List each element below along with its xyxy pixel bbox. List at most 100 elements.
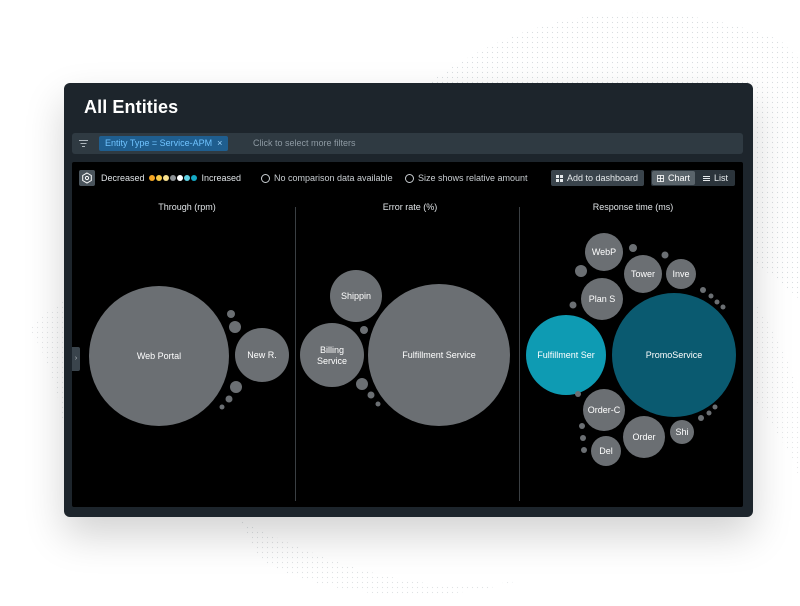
bubble-label: Web Portal	[137, 351, 181, 361]
legend-dot	[162, 175, 169, 181]
bubble-label: PromoService	[646, 350, 703, 360]
settings-icon	[82, 172, 92, 184]
bubble-new-r[interactable]: New R.	[235, 328, 289, 382]
color-legend: Decreased Increased	[101, 173, 241, 183]
dashboard-grid-icon	[556, 174, 563, 182]
bubble-billing-service[interactable]: Billing Service	[300, 323, 364, 387]
column-title-response-time: Response time (ms)	[592, 202, 674, 212]
settings-button[interactable]	[79, 170, 95, 186]
bubble-chart-panel: Decreased Increased No comparison data a…	[72, 162, 743, 507]
small-bubble[interactable]	[360, 326, 368, 334]
bubble-label: Billing	[320, 345, 344, 355]
empty-circle-icon	[261, 173, 270, 183]
no-comparison-text: No comparison data available	[274, 173, 393, 183]
legend-dot	[183, 175, 190, 181]
bubble-label: Fulfillment Service	[402, 350, 476, 360]
bubble-del[interactable]: Del	[591, 436, 621, 466]
chart-icon	[657, 174, 664, 182]
bubble-webp[interactable]: WebP	[585, 233, 623, 271]
view-toggle: Chart List	[651, 170, 735, 186]
legend-dot	[148, 175, 155, 181]
list-view-label: List	[713, 173, 728, 183]
small-bubble[interactable]	[581, 447, 587, 453]
bubble-label: Tower	[631, 269, 655, 279]
small-bubble[interactable]	[229, 321, 241, 333]
small-bubble[interactable]	[356, 378, 368, 390]
size-legend: Size shows relative amount	[405, 173, 528, 183]
legend-dot	[155, 175, 162, 181]
small-bubble[interactable]	[579, 423, 585, 429]
small-bubble[interactable]	[698, 415, 704, 421]
bubble-tower[interactable]: Tower	[624, 255, 662, 293]
filter-chip-label: Entity Type = Service-APM	[105, 138, 213, 148]
small-bubble[interactable]	[580, 435, 586, 441]
chart-view-button[interactable]: Chart	[652, 171, 695, 185]
bubble-label: Order	[632, 432, 655, 442]
small-bubble[interactable]	[227, 310, 235, 318]
bubble-plan-s[interactable]: Plan S	[581, 278, 623, 320]
small-bubble[interactable]	[706, 410, 712, 416]
small-bubble[interactable]	[225, 395, 233, 403]
small-bubble[interactable]	[661, 251, 669, 259]
bubble-label: Fulfillment Ser	[537, 350, 595, 360]
page-title: All Entities	[84, 97, 179, 117]
add-to-dashboard-button[interactable]: Add to dashboard	[551, 170, 645, 186]
chevron-right-icon[interactable]: ›	[72, 347, 80, 371]
bubble-order-c[interactable]: Order-C	[583, 389, 625, 431]
bubble-inve[interactable]: Inve	[666, 259, 696, 289]
column-title-throughput: Through (rpm)	[158, 202, 216, 212]
bubble-label: WebP	[592, 247, 616, 257]
small-bubble[interactable]	[569, 301, 577, 309]
small-bubble[interactable]	[720, 304, 726, 310]
bubble-web-portal[interactable]: Web Portal	[89, 286, 229, 426]
bubble-label-line2: Service	[317, 356, 347, 366]
filter-placeholder[interactable]: Click to select more filters	[253, 138, 356, 148]
filter-icon[interactable]	[78, 138, 89, 149]
legend-dot	[190, 175, 197, 181]
small-bubble[interactable]	[230, 381, 242, 393]
bubble-fulfillment-ser[interactable]: Fulfillment Ser	[526, 315, 606, 395]
bubble-label: Shi	[675, 427, 688, 437]
small-bubble[interactable]	[367, 391, 375, 399]
small-bubble[interactable]	[575, 391, 581, 397]
legend-decreased: Decreased	[101, 173, 145, 183]
add-to-dashboard-label: Add to dashboard	[567, 173, 639, 183]
bubble-label: Del	[599, 446, 613, 456]
list-view-button[interactable]: List	[697, 171, 734, 185]
small-bubble[interactable]	[714, 299, 720, 305]
small-bubble[interactable]	[375, 401, 381, 407]
small-bubble[interactable]	[708, 293, 714, 299]
bubble-label: Shippin	[341, 291, 371, 301]
bubble-label: Inve	[672, 269, 689, 279]
bubble-promoservice[interactable]: PromoService	[612, 293, 736, 417]
bubble-fulfillment-service[interactable]: Fulfillment Service	[368, 284, 510, 426]
bubble-order[interactable]: Order	[623, 416, 665, 458]
column-title-error-rate: Error rate (%)	[382, 202, 438, 212]
legend-dot	[176, 175, 183, 181]
size-hint-text: Size shows relative amount	[418, 173, 528, 183]
legend-color-scale	[148, 175, 198, 181]
filter-bar[interactable]: Entity Type = Service-APM × Click to sele…	[72, 133, 743, 154]
chart-view-label: Chart	[667, 173, 690, 183]
list-icon	[702, 175, 710, 181]
bubble-shi[interactable]: Shi	[670, 420, 694, 444]
legend-increased: Increased	[201, 173, 242, 183]
size-circle-icon	[405, 173, 414, 183]
small-bubble[interactable]	[700, 287, 706, 293]
bubble-label: Plan S	[589, 294, 616, 304]
bubble-label: New R.	[247, 350, 277, 360]
column-divider	[519, 207, 520, 501]
no-comparison-legend: No comparison data available	[261, 173, 393, 183]
legend-dot	[169, 175, 176, 181]
small-bubble[interactable]	[575, 265, 587, 277]
remove-filter-icon[interactable]: ×	[217, 138, 223, 148]
bubble-shippin[interactable]: Shippin	[330, 270, 382, 322]
entity-type-filter-chip[interactable]: Entity Type = Service-APM ×	[99, 136, 229, 151]
small-bubble[interactable]	[629, 244, 637, 252]
bubble-chart: Web Portal New R. Shippin Billing Servic…	[89, 233, 736, 466]
entities-window: All Entities Entity Type = Service-APM × …	[64, 83, 753, 517]
column-divider	[295, 207, 296, 501]
small-bubble[interactable]	[712, 404, 718, 410]
small-bubble[interactable]	[219, 404, 225, 410]
bubble-label: Order-C	[588, 405, 621, 415]
